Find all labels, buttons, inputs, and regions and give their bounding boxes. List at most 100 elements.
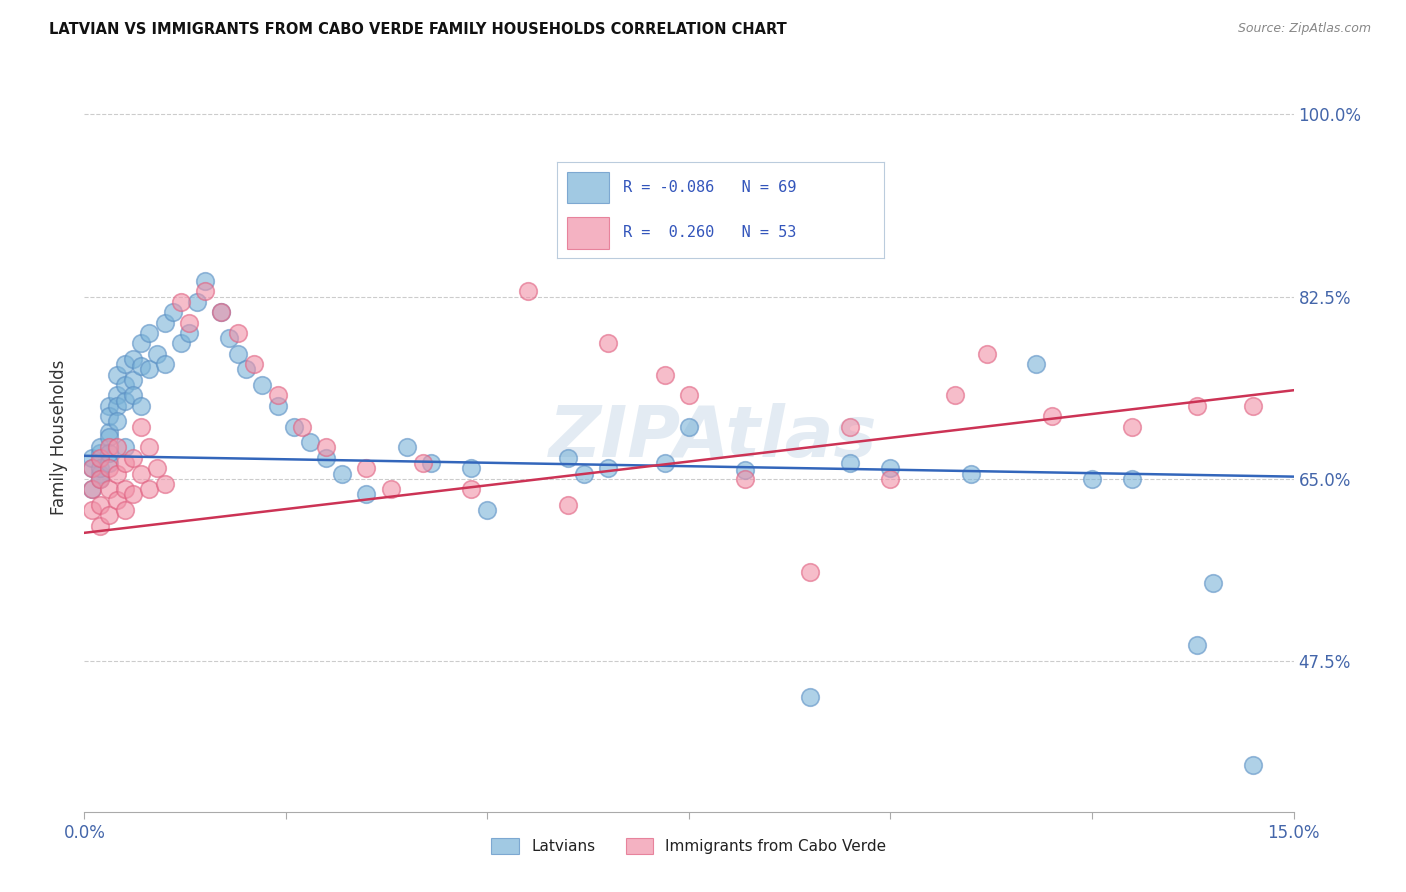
Point	[105, 441, 128, 455]
Point	[598, 461, 620, 475]
Point	[97, 399, 120, 413]
Point	[242, 357, 264, 371]
Point	[97, 508, 120, 523]
Point	[420, 456, 443, 470]
Point	[129, 359, 152, 374]
Point	[226, 326, 249, 340]
Point	[138, 482, 160, 496]
Point	[976, 347, 998, 361]
Point	[943, 388, 966, 402]
Point	[1185, 399, 1208, 413]
Point	[1121, 472, 1143, 486]
Point	[1025, 357, 1047, 371]
Point	[267, 399, 290, 413]
Legend: Latvians, Immigrants from Cabo Verde: Latvians, Immigrants from Cabo Verde	[485, 832, 893, 860]
Point	[97, 482, 120, 496]
Point	[105, 415, 128, 429]
Point	[226, 347, 249, 361]
Point	[170, 294, 193, 309]
Point	[146, 347, 169, 361]
Point	[89, 472, 111, 486]
Point	[97, 409, 120, 424]
Point	[235, 362, 257, 376]
Point	[82, 482, 104, 496]
Point	[129, 399, 152, 413]
Point	[114, 441, 136, 455]
Point	[89, 467, 111, 481]
Point	[1081, 472, 1104, 486]
Point	[734, 463, 756, 477]
Point	[114, 393, 136, 408]
Point	[105, 467, 128, 481]
Point	[129, 336, 152, 351]
Point	[283, 419, 305, 434]
Point	[330, 467, 353, 481]
Point	[654, 368, 676, 382]
Point	[153, 476, 176, 491]
FancyBboxPatch shape	[567, 171, 609, 203]
Point	[395, 441, 418, 455]
Point	[153, 316, 176, 330]
Point	[516, 285, 538, 299]
Point	[114, 378, 136, 392]
Point	[460, 482, 482, 496]
Point	[557, 450, 579, 465]
Point	[734, 472, 756, 486]
Point	[179, 326, 201, 340]
Point	[89, 441, 111, 455]
Point	[356, 487, 378, 501]
Point	[82, 482, 104, 496]
Point	[114, 482, 136, 496]
Text: LATVIAN VS IMMIGRANTS FROM CABO VERDE FAMILY HOUSEHOLDS CORRELATION CHART: LATVIAN VS IMMIGRANTS FROM CABO VERDE FA…	[49, 22, 787, 37]
FancyBboxPatch shape	[567, 217, 609, 249]
Point	[82, 450, 104, 465]
Point	[129, 467, 152, 481]
Point	[121, 373, 143, 387]
Point	[1121, 419, 1143, 434]
Text: R =  0.260   N = 53: R = 0.260 N = 53	[623, 225, 796, 240]
Point	[97, 456, 120, 470]
Point	[194, 285, 217, 299]
Point	[97, 441, 120, 455]
Point	[105, 492, 128, 507]
Point	[97, 425, 120, 439]
Point	[218, 331, 240, 345]
Point	[678, 388, 700, 402]
Point	[170, 336, 193, 351]
Point	[89, 450, 111, 465]
Point	[105, 388, 128, 402]
Point	[121, 388, 143, 402]
Point	[654, 456, 676, 470]
Point	[572, 467, 595, 481]
Point	[209, 305, 232, 319]
Point	[186, 294, 208, 309]
Text: ZIPAtlas: ZIPAtlas	[548, 402, 877, 472]
Point	[1040, 409, 1063, 424]
Point	[839, 419, 862, 434]
Point	[146, 461, 169, 475]
Point	[412, 456, 434, 470]
Y-axis label: Family Households: Family Households	[51, 359, 69, 515]
Point	[194, 274, 217, 288]
Point	[839, 456, 862, 470]
Point	[105, 368, 128, 382]
Point	[477, 503, 499, 517]
Point	[97, 461, 120, 475]
Point	[598, 336, 620, 351]
Point	[138, 441, 160, 455]
Point	[678, 419, 700, 434]
Point	[138, 362, 160, 376]
Point	[299, 435, 322, 450]
Point	[89, 518, 111, 533]
Point	[89, 446, 111, 460]
Point	[291, 419, 314, 434]
Point	[1241, 399, 1264, 413]
Point	[315, 441, 337, 455]
Point	[82, 461, 104, 475]
Point	[121, 450, 143, 465]
Point	[162, 305, 184, 319]
Text: Source: ZipAtlas.com: Source: ZipAtlas.com	[1237, 22, 1371, 36]
Point	[356, 461, 378, 475]
Point	[960, 467, 983, 481]
Point	[460, 461, 482, 475]
